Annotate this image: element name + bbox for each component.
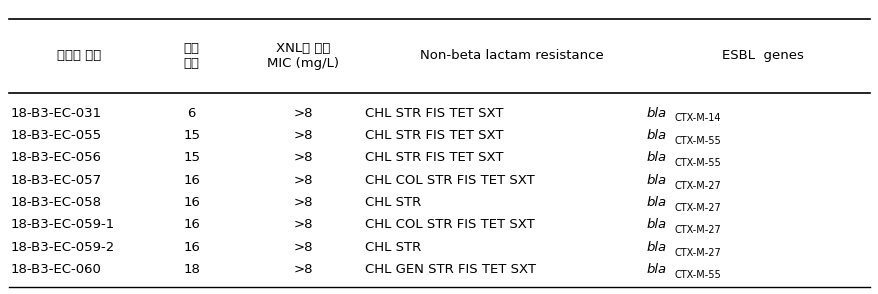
- Text: 18-B3-EC-055: 18-B3-EC-055: [11, 129, 102, 142]
- Text: bla: bla: [645, 263, 666, 276]
- Text: >8: >8: [293, 263, 313, 276]
- Text: CHL COL STR FIS TET SXT: CHL COL STR FIS TET SXT: [364, 174, 534, 187]
- Text: 18-B3-EC-057: 18-B3-EC-057: [11, 174, 102, 187]
- Text: 18-B3-EC-060: 18-B3-EC-060: [11, 263, 101, 276]
- Text: >8: >8: [293, 129, 313, 142]
- Text: >8: >8: [293, 218, 313, 231]
- Text: >8: >8: [293, 196, 313, 209]
- Text: >8: >8: [293, 241, 313, 254]
- Text: XNL에 대한
MIC (mg/L): XNL에 대한 MIC (mg/L): [267, 42, 339, 70]
- Text: ESBL  genes: ESBL genes: [721, 49, 803, 62]
- Text: bla: bla: [645, 174, 666, 187]
- Text: 18-B3-EC-059-2: 18-B3-EC-059-2: [11, 241, 115, 254]
- Text: 16: 16: [183, 218, 200, 231]
- Text: 6: 6: [187, 107, 196, 120]
- Text: CHL STR: CHL STR: [364, 241, 421, 254]
- Text: bla: bla: [645, 151, 666, 164]
- Text: 농장
번호: 농장 번호: [184, 42, 199, 70]
- Text: >8: >8: [293, 174, 313, 187]
- Text: CHL STR FIS TET SXT: CHL STR FIS TET SXT: [364, 107, 503, 120]
- Text: 18-B3-EC-031: 18-B3-EC-031: [11, 107, 102, 120]
- Text: CTX-M-14: CTX-M-14: [673, 113, 720, 123]
- Text: 분리주 번호: 분리주 번호: [57, 49, 101, 62]
- Text: Non-beta lactam resistance: Non-beta lactam resistance: [419, 49, 603, 62]
- Text: bla: bla: [645, 107, 666, 120]
- Text: bla: bla: [645, 241, 666, 254]
- Text: CHL STR: CHL STR: [364, 196, 421, 209]
- Text: 18-B3-EC-058: 18-B3-EC-058: [11, 196, 102, 209]
- Text: 16: 16: [183, 174, 200, 187]
- Text: CTX-M-27: CTX-M-27: [673, 225, 720, 235]
- Text: 15: 15: [183, 151, 200, 164]
- Text: bla: bla: [645, 196, 666, 209]
- Text: 16: 16: [183, 241, 200, 254]
- Text: CHL STR FIS TET SXT: CHL STR FIS TET SXT: [364, 129, 503, 142]
- Text: CHL STR FIS TET SXT: CHL STR FIS TET SXT: [364, 151, 503, 164]
- Text: bla: bla: [645, 218, 666, 231]
- Text: 16: 16: [183, 196, 200, 209]
- Text: 18: 18: [183, 263, 200, 276]
- Text: 18-B3-EC-059-1: 18-B3-EC-059-1: [11, 218, 115, 231]
- Text: CHL GEN STR FIS TET SXT: CHL GEN STR FIS TET SXT: [364, 263, 536, 276]
- Text: 18-B3-EC-056: 18-B3-EC-056: [11, 151, 102, 164]
- Text: CTX-M-27: CTX-M-27: [673, 248, 720, 258]
- Text: CTX-M-55: CTX-M-55: [673, 136, 720, 146]
- Text: CTX-M-27: CTX-M-27: [673, 203, 720, 213]
- Text: CTX-M-55: CTX-M-55: [673, 270, 720, 280]
- Text: >8: >8: [293, 151, 313, 164]
- Text: 15: 15: [183, 129, 200, 142]
- Text: bla: bla: [645, 129, 666, 142]
- Text: CHL COL STR FIS TET SXT: CHL COL STR FIS TET SXT: [364, 218, 534, 231]
- Text: CTX-M-55: CTX-M-55: [673, 158, 720, 168]
- Text: >8: >8: [293, 107, 313, 120]
- Text: CTX-M-27: CTX-M-27: [673, 181, 720, 191]
